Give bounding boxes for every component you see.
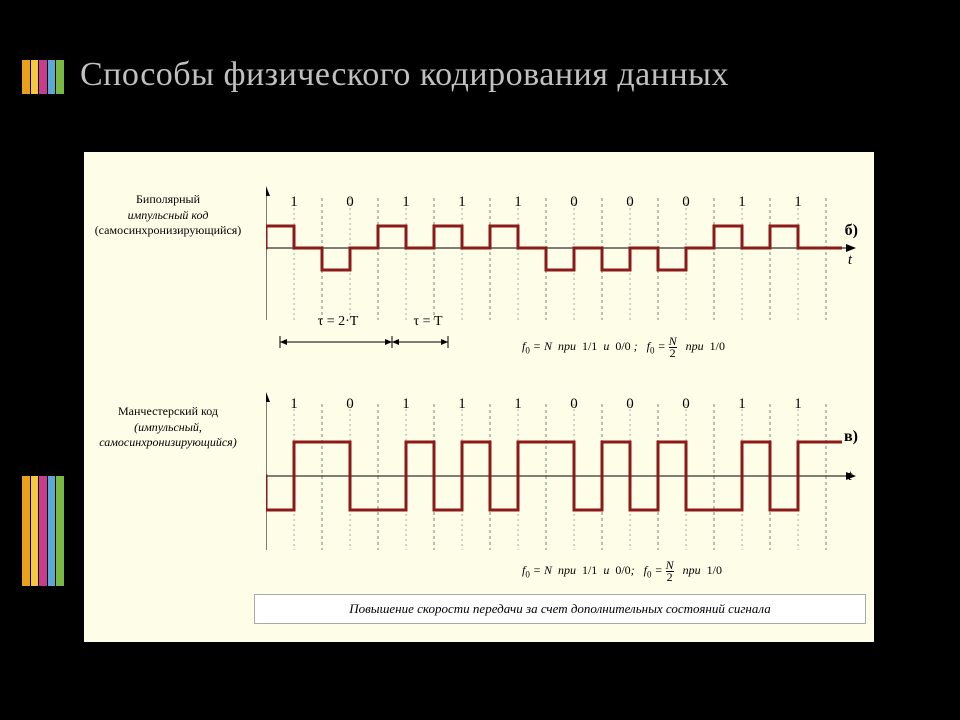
- manchester-label: Манчестерский код (импульсный, самосинхр…: [88, 404, 248, 451]
- figure-area: Биполярный импульсный код (самосинхрониз…: [84, 152, 874, 642]
- accent-stripes-bottom: [22, 476, 64, 586]
- tau-t: τ = T: [400, 314, 456, 330]
- manchester-waveform: [266, 386, 866, 556]
- panel-tag-c: в): [844, 428, 858, 446]
- slide-title: Способы физического кодирования данных: [80, 56, 729, 94]
- panel-manchester: Манчестерский код (импульсный, самосинхр…: [84, 374, 874, 594]
- t-axis-b: t: [848, 252, 852, 269]
- panel-tag-b: б): [845, 222, 858, 240]
- accent-stripes-top: [22, 60, 64, 94]
- caption: Повышение скорости передачи за счет допо…: [254, 594, 866, 624]
- t-axis-c: t: [848, 468, 852, 485]
- tau-2t: τ = 2·T: [282, 314, 394, 330]
- bipolar-label: Биполярный импульсный код (самосинхрониз…: [88, 192, 248, 239]
- formula-b: f0 = N npu 1/1 u 0/0 ; f0 = N2 npu 1/0: [522, 336, 725, 359]
- panel-bipolar: Биполярный импульсный код (самосинхрониз…: [84, 166, 874, 366]
- formula-c: f0 = N npu 1/1 u 0/0; f0 = N2 npu 1/0: [522, 560, 722, 583]
- bipolar-waveform: [266, 184, 866, 334]
- tau-arrows: [266, 332, 526, 356]
